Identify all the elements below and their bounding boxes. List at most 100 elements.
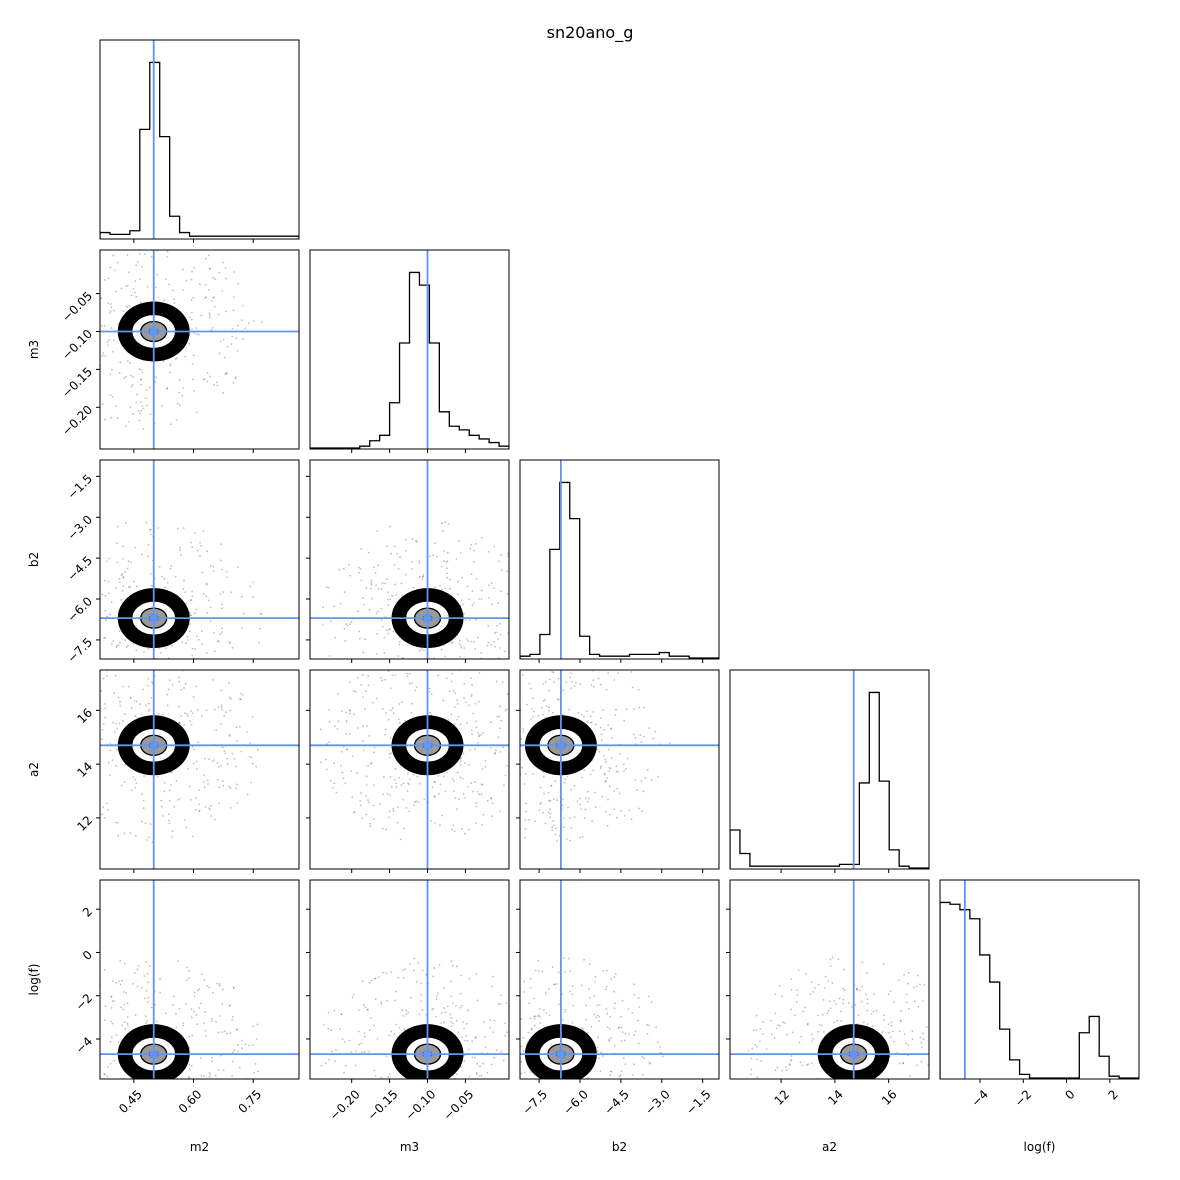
sample-point — [114, 731, 116, 733]
sample-point — [399, 641, 401, 643]
sample-point — [579, 837, 581, 839]
sample-point — [456, 719, 458, 721]
sample-point — [346, 748, 348, 750]
sample-point — [460, 645, 462, 647]
sample-point — [480, 652, 482, 654]
sample-point — [106, 803, 108, 805]
sample-point — [140, 378, 142, 380]
sample-point — [223, 785, 225, 787]
sample-point — [101, 813, 103, 815]
sample-point — [165, 1012, 167, 1014]
sample-point — [659, 1046, 661, 1048]
sample-point — [614, 714, 616, 716]
sample-point — [117, 835, 119, 837]
sample-point — [414, 690, 416, 692]
sample-point — [466, 1023, 468, 1025]
sample-point — [107, 1075, 109, 1077]
sample-point — [211, 1057, 213, 1059]
sample-point — [876, 1010, 878, 1012]
sample-point — [538, 715, 540, 717]
sample-point — [104, 1074, 106, 1076]
sample-point — [361, 579, 363, 581]
sample-point — [201, 630, 203, 632]
sample-point — [193, 696, 195, 698]
sample-point — [386, 545, 388, 547]
sample-point — [583, 959, 585, 961]
sample-point — [556, 983, 558, 985]
sample-point — [394, 674, 396, 676]
sample-point — [838, 958, 840, 960]
sample-point — [456, 808, 458, 810]
sample-point — [468, 829, 470, 831]
sample-point — [779, 985, 781, 987]
sample-point — [368, 802, 370, 804]
sample-point — [747, 1050, 749, 1052]
sample-point — [142, 689, 144, 691]
sample-point — [842, 1002, 844, 1004]
sample-point — [388, 817, 390, 819]
sample-point — [169, 372, 171, 374]
sample-point — [461, 577, 463, 579]
sample-point — [326, 768, 328, 770]
sample-point — [208, 255, 210, 257]
sample-point — [252, 716, 254, 718]
sample-point — [395, 768, 397, 770]
sample-point — [211, 1020, 213, 1022]
sample-point — [478, 793, 480, 795]
sample-point — [454, 692, 456, 694]
sample-point — [419, 783, 421, 785]
sample-point — [458, 643, 460, 645]
sample-point — [451, 829, 453, 831]
sample-point — [160, 652, 162, 654]
sample-point — [540, 787, 542, 789]
sample-point — [169, 568, 171, 570]
sample-point — [618, 1027, 620, 1029]
sample-point — [220, 723, 222, 725]
sample-point — [141, 410, 143, 412]
sample-point — [184, 819, 186, 821]
sample-point — [134, 292, 136, 294]
sample-point — [113, 339, 115, 341]
sample-point — [463, 753, 465, 755]
sample-point — [375, 572, 377, 574]
sample-point — [531, 708, 533, 710]
sample-point — [642, 1074, 644, 1076]
sample-point — [563, 826, 565, 828]
sample-point — [366, 725, 368, 727]
sample-point — [635, 1030, 637, 1032]
sample-point — [127, 360, 129, 362]
sample-point — [224, 752, 226, 754]
sample-point — [364, 708, 366, 710]
sample-point — [249, 742, 251, 744]
sample-point — [565, 682, 567, 684]
sample-point — [620, 1070, 622, 1072]
sample-point — [369, 823, 371, 825]
sample-point — [222, 988, 224, 990]
sample-point — [236, 784, 238, 786]
sample-point — [175, 1027, 177, 1029]
sample-point — [488, 597, 490, 599]
sample-point — [481, 1075, 483, 1077]
sample-point — [485, 766, 487, 768]
sample-point — [203, 530, 205, 532]
sample-point — [106, 675, 108, 677]
sample-point — [892, 1030, 894, 1032]
sample-point — [595, 806, 597, 808]
sample-point — [641, 810, 643, 812]
sample-point — [112, 396, 114, 398]
sample-point — [140, 302, 142, 304]
sample-point — [139, 413, 141, 415]
sample-point — [150, 534, 152, 536]
sample-point — [395, 786, 397, 788]
sample-point — [130, 375, 132, 377]
sample-point — [600, 717, 602, 719]
sample-point — [135, 835, 137, 837]
sample-point — [458, 798, 460, 800]
sample-point — [811, 1062, 813, 1064]
sample-point — [626, 708, 628, 710]
sample-point — [548, 800, 550, 802]
sample-point — [447, 560, 449, 562]
sample-point — [617, 672, 619, 674]
sample-point — [217, 706, 219, 708]
sample-point — [651, 779, 653, 781]
